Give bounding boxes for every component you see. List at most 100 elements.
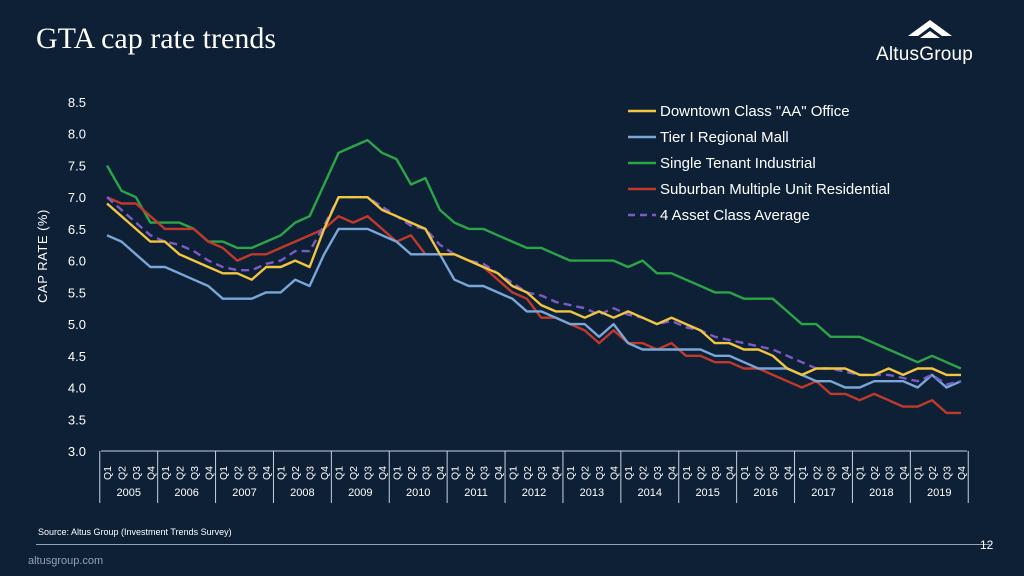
x-tick-label-year: 2006 bbox=[174, 487, 198, 499]
y-tick-label: 8.5 bbox=[68, 95, 86, 110]
series-line-3 bbox=[106, 196, 961, 415]
x-tick-label-year: 2010 bbox=[406, 487, 430, 499]
x-tick-label-quarter: Q4 bbox=[898, 466, 910, 480]
altus-group-logo: AltusGroup bbox=[876, 20, 986, 70]
x-tick-label-quarter: Q4 bbox=[377, 466, 389, 480]
x-tick-label-year: 2014 bbox=[638, 487, 662, 499]
x-tick-label-year: 2015 bbox=[695, 487, 719, 499]
x-tick-label-quarter: Q1 bbox=[855, 466, 867, 480]
x-tick-label-quarter: Q2 bbox=[927, 466, 939, 480]
logo-text: AltusGroup bbox=[876, 44, 974, 65]
y-tick-label: 7.5 bbox=[68, 158, 86, 173]
x-tick-label-quarter: Q2 bbox=[116, 466, 128, 480]
x-tick-label-quarter: Q2 bbox=[753, 466, 765, 480]
x-tick-label-quarter: Q2 bbox=[348, 466, 360, 480]
x-tick-label-quarter: Q2 bbox=[695, 466, 707, 480]
x-tick-label-quarter: Q4 bbox=[667, 466, 679, 480]
legend-label-1: Tier I Regional Mall bbox=[660, 129, 789, 146]
x-tick-label-quarter: Q4 bbox=[551, 466, 563, 480]
x-tick-label-quarter: Q4 bbox=[609, 466, 621, 480]
series-line-0 bbox=[106, 195, 961, 377]
x-tick-label-quarter: Q4 bbox=[840, 466, 852, 480]
x-tick-label-quarter: Q2 bbox=[174, 466, 186, 480]
page-number: 12 bbox=[980, 538, 994, 552]
x-tick-label-quarter: Q2 bbox=[464, 466, 476, 480]
x-tick-label-quarter: Q1 bbox=[218, 466, 230, 480]
x-tick-label-quarter: Q1 bbox=[797, 466, 809, 480]
x-tick-label-quarter: Q3 bbox=[536, 466, 548, 480]
x-tick-label-quarter: Q2 bbox=[638, 466, 650, 480]
x-tick-label-quarter: Q2 bbox=[811, 466, 823, 480]
y-tick-label: 8.0 bbox=[68, 127, 86, 142]
y-tick-label: 4.0 bbox=[68, 381, 86, 396]
x-tick-label-quarter: Q1 bbox=[102, 466, 114, 480]
y-tick-label: 6.0 bbox=[68, 254, 86, 269]
x-tick-label-quarter: Q2 bbox=[406, 466, 418, 480]
x-tick-label-quarter: Q4 bbox=[145, 466, 157, 480]
x-tick-label-quarter: Q2 bbox=[290, 466, 302, 480]
x-tick-label-quarter: Q3 bbox=[710, 466, 722, 480]
x-tick-label-quarter: Q1 bbox=[565, 466, 577, 480]
x-tick-label-quarter: Q3 bbox=[420, 466, 432, 480]
x-tick-label-quarter: Q4 bbox=[956, 466, 968, 480]
x-tick-label-year: 2009 bbox=[348, 487, 372, 499]
y-tick-label: 4.5 bbox=[68, 349, 86, 364]
y-tick-label: 7.0 bbox=[68, 190, 86, 205]
x-tick-label-quarter: Q3 bbox=[363, 466, 375, 480]
x-tick-label-quarter: Q3 bbox=[942, 466, 954, 480]
x-tick-label-year: 2016 bbox=[753, 487, 777, 499]
x-tick-label-quarter: Q1 bbox=[449, 466, 461, 480]
x-tick-label-quarter: Q4 bbox=[724, 466, 736, 480]
x-tick-label-quarter: Q2 bbox=[522, 466, 534, 480]
x-tick-label-quarter: Q3 bbox=[826, 466, 838, 480]
y-tick-label: 5.5 bbox=[68, 285, 86, 300]
x-tick-label-quarter: Q3 bbox=[478, 466, 490, 480]
x-tick-label-quarter: Q3 bbox=[247, 466, 259, 480]
x-tick-label-quarter: Q3 bbox=[884, 466, 896, 480]
x-tick-label-quarter: Q4 bbox=[319, 466, 331, 480]
legend-label-2: Single Tenant Industrial bbox=[660, 155, 816, 172]
x-tick-label-quarter: Q2 bbox=[869, 466, 881, 480]
x-tick-label-quarter: Q1 bbox=[276, 466, 288, 480]
footer-divider bbox=[36, 544, 990, 545]
y-tick-label: 3.5 bbox=[68, 412, 86, 427]
x-tick-label-quarter: Q1 bbox=[391, 466, 403, 480]
website-link[interactable]: altusgroup.com bbox=[28, 555, 104, 567]
x-tick-label-year: 2019 bbox=[927, 487, 951, 499]
cap-rate-line-chart: 3.0 3.5 4.0 4.5 5.0 5.5 6.0 6.5 7.0 7.5 8.0 8.5 CAP … bbox=[35, 95, 969, 503]
x-tick-label-quarter: Q2 bbox=[580, 466, 592, 480]
x-tick-label-quarter: Q3 bbox=[768, 466, 780, 480]
x-tick-label-quarter: Q4 bbox=[435, 466, 447, 480]
x-tick-label-quarter: Q1 bbox=[681, 466, 693, 480]
x-tick-label-year: 2005 bbox=[116, 487, 140, 499]
y-tick-label: 5.0 bbox=[68, 317, 86, 332]
legend-label-3: Suburban Multiple Unit Residential bbox=[660, 181, 890, 198]
x-tick-label-quarter: Q3 bbox=[594, 466, 606, 480]
x-tick-label-quarter: Q3 bbox=[305, 466, 317, 480]
x-tick-label-quarter: Q3 bbox=[131, 466, 143, 480]
series-line-1 bbox=[106, 227, 962, 389]
x-tick-label-year: 2007 bbox=[232, 487, 256, 499]
mountain-logo-icon bbox=[908, 20, 952, 38]
x-tick-label-quarter: Q3 bbox=[189, 466, 201, 480]
x-tick-label-year: 2013 bbox=[580, 487, 604, 499]
y-tick-label: 6.5 bbox=[68, 222, 86, 237]
x-tick-label-quarter: Q3 bbox=[652, 466, 664, 480]
x-tick-label-year: 2008 bbox=[290, 487, 314, 499]
x-tick-label-quarter: Q1 bbox=[739, 466, 751, 480]
y-axis-label: CAP RATE (%) bbox=[35, 209, 50, 303]
x-tick-label-quarter: Q1 bbox=[913, 466, 925, 480]
legend-label-0: Downtown Class "AA" Office bbox=[660, 103, 850, 120]
series-line-2 bbox=[105, 138, 962, 370]
legend-label-4: 4 Asset Class Average bbox=[660, 207, 810, 224]
x-tick-label-quarter: Q1 bbox=[623, 466, 635, 480]
x-tick-label-quarter: Q4 bbox=[782, 466, 794, 480]
page-title: GTA cap rate trends bbox=[36, 22, 276, 55]
x-tick-label-quarter: Q4 bbox=[203, 466, 215, 480]
x-tick-label-quarter: Q1 bbox=[507, 466, 519, 480]
x-tick-label-year: 2017 bbox=[811, 487, 835, 499]
series-line-4 bbox=[106, 195, 962, 386]
y-tick-label: 3.0 bbox=[68, 444, 86, 459]
x-tick-label-quarter: Q1 bbox=[334, 466, 346, 480]
x-tick-label-quarter: Q4 bbox=[493, 466, 505, 480]
